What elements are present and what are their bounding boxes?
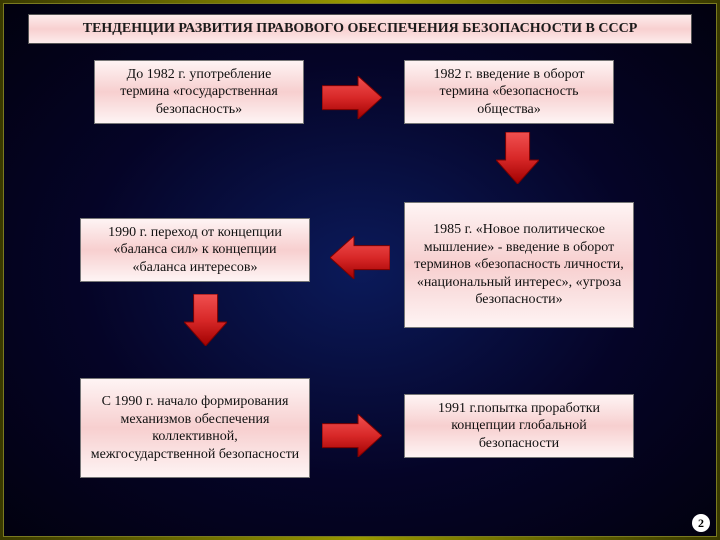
arrow-4-to-5-icon (184, 294, 227, 346)
box-1990-balance: 1990 г. переход от концепции «баланса си… (80, 218, 310, 282)
arrow-2-to-3-icon (496, 132, 539, 184)
slide-canvas: ТЕНДЕНЦИИ РАЗВИТИЯ ПРАВОВОГО ОБЕСПЕЧЕНИЯ… (3, 3, 717, 537)
box-1982: 1982 г. введение в оборот термина «безоп… (404, 60, 614, 124)
box-1991: 1991 г.попытка проработки концепции глоб… (404, 394, 634, 458)
arrow-3-to-4-icon (330, 236, 390, 279)
box-1985: 1985 г. «Новое политическое мышление» - … (404, 202, 634, 328)
page-number-badge: 2 (692, 514, 710, 532)
slide-title: ТЕНДЕНЦИИ РАЗВИТИЯ ПРАВОВОГО ОБЕСПЕЧЕНИЯ… (28, 14, 692, 44)
arrow-1-to-2-icon (322, 76, 382, 119)
slide-frame: ТЕНДЕНЦИИ РАЗВИТИЯ ПРАВОВОГО ОБЕСПЕЧЕНИЯ… (0, 0, 720, 540)
box-pre-1982: До 1982 г. употребление термина «государ… (94, 60, 304, 124)
box-1990-collective: С 1990 г. начало формирования механизмов… (80, 378, 310, 478)
arrow-5-to-6-icon (322, 414, 382, 457)
